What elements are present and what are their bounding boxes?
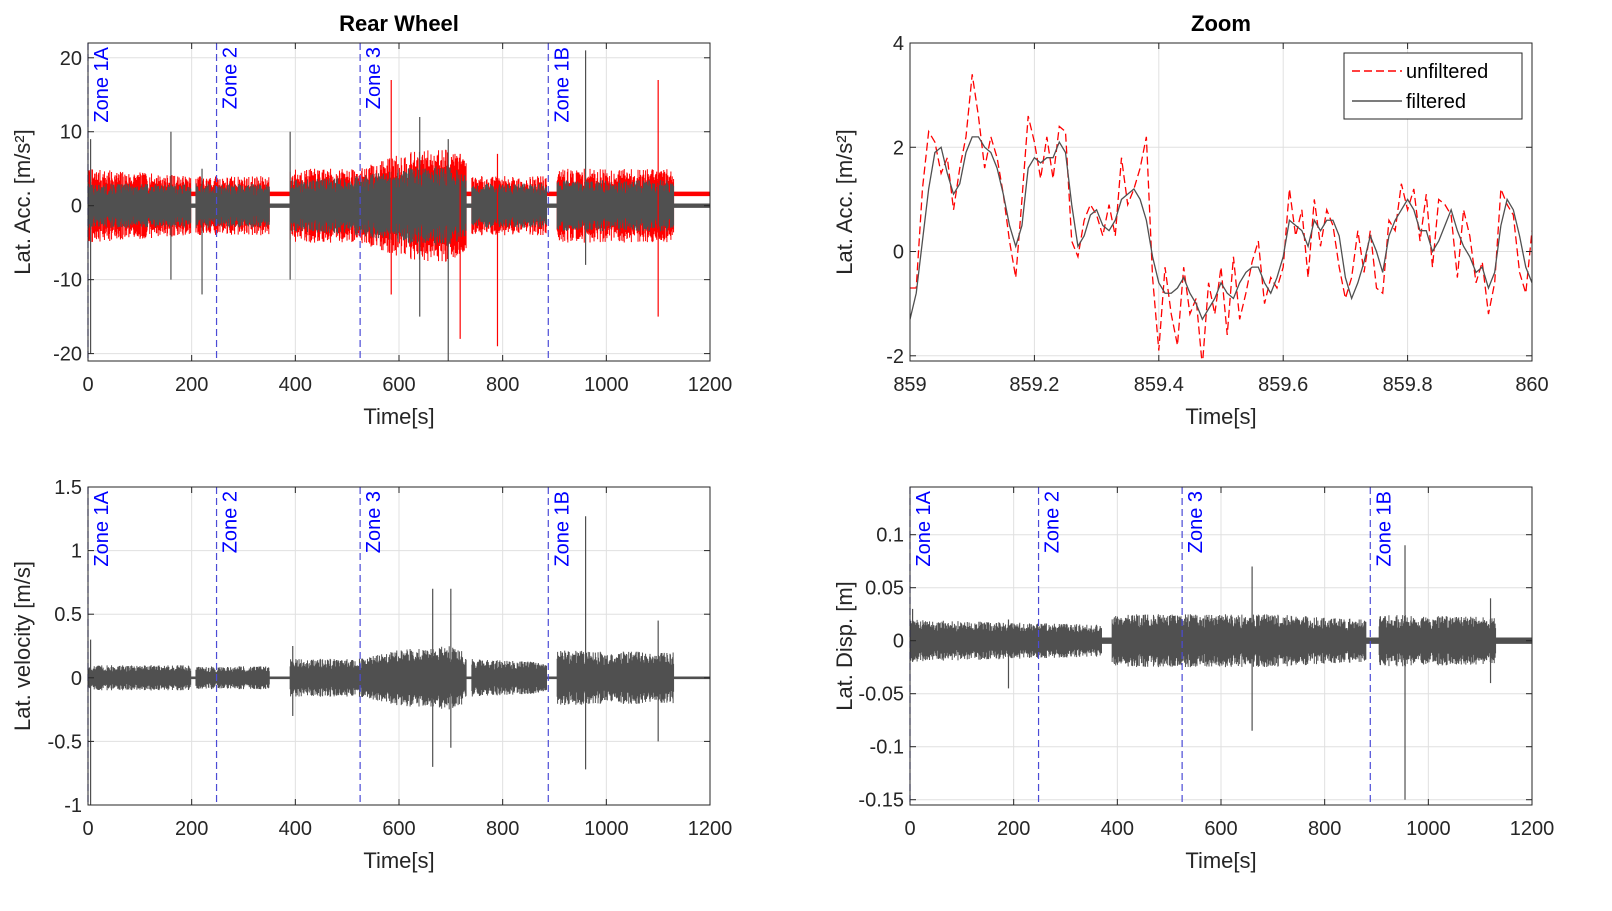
zone-label: Zone 2	[220, 491, 242, 553]
zone-label: Zone 3	[363, 47, 385, 109]
series-filtered	[910, 136, 1532, 321]
zone-label: Zone 2	[220, 47, 242, 109]
x-tick-label: 1200	[688, 818, 733, 840]
zone-label: Zone 1B	[1373, 491, 1395, 567]
plot-content	[910, 545, 1532, 800]
y-tick-label: 0.1	[876, 525, 904, 547]
panel-lateral-displacement: Zone 1A Zone 2 Zone 3 Zone 1B 0 200 400 600 800 1…	[832, 486, 1555, 873]
x-tick-label: 600	[1204, 818, 1237, 840]
series-filtered	[88, 165, 710, 246]
x-tick-label: 600	[382, 374, 415, 396]
y-tick-label: 0	[71, 668, 82, 690]
y-tick-label: 0	[893, 631, 904, 653]
x-tick-label: 859	[893, 374, 926, 396]
x-tick-label: 1200	[688, 374, 733, 396]
x-tick-label: 400	[1101, 818, 1134, 840]
x-tick-label: 400	[279, 374, 312, 396]
y-tick-label: -0.1	[870, 737, 904, 759]
y-tick-label: -0.05	[858, 684, 904, 706]
y-tick-label: 0	[71, 196, 82, 218]
y-tick-label: 0.05	[865, 578, 904, 600]
x-tick-label: 859.2	[1009, 374, 1059, 396]
x-tick-label: 1000	[1406, 818, 1451, 840]
x-tick-label: 200	[175, 818, 208, 840]
panel-rear-wheel-acceleration: Zone 1A Zone 2 Zone 3 Zone 1B0 200 400 600 800 1…	[10, 11, 732, 429]
y-tick-label: 0.5	[54, 604, 82, 626]
y-axis-label: Lat. Disp. [m]	[832, 581, 857, 711]
y-tick-label: 1	[71, 541, 82, 563]
y-tick-label: -2	[886, 346, 904, 368]
y-axis-label: Lat. Acc. [m/s²]	[10, 129, 35, 274]
y-tick-label: -20	[53, 344, 82, 366]
x-tick-label: 600	[382, 818, 415, 840]
x-tick-label: 859.8	[1383, 374, 1433, 396]
series-unfiltered	[910, 74, 1532, 361]
x-tick-label: 1000	[584, 374, 629, 396]
x-axis-label: Time[s]	[363, 404, 434, 429]
series-filtered	[88, 646, 710, 710]
x-tick-label: 200	[175, 374, 208, 396]
x-tick-label: 0	[82, 374, 93, 396]
y-tick-label: 0	[893, 242, 904, 264]
x-tick-label: 200	[997, 818, 1030, 840]
x-tick-label: 400	[279, 818, 312, 840]
y-axis-label: Lat. velocity [m/s]	[10, 561, 35, 731]
legend-label-filtered: filtered	[1406, 91, 1466, 113]
y-tick-label: 2	[893, 137, 904, 159]
plot-content	[88, 516, 710, 805]
zone-label: Zone 3	[363, 491, 385, 553]
series-filtered	[910, 614, 1532, 668]
zone-label: Zone 1B	[551, 491, 573, 567]
x-tick-label: 859.6	[1258, 374, 1308, 396]
zone-label: Zone 1B	[551, 47, 573, 123]
legend-box	[1343, 52, 1523, 120]
x-tick-label: 1000	[584, 818, 629, 840]
chart-title: Zoom	[1191, 11, 1251, 36]
x-tick-label: 1200	[1510, 818, 1555, 840]
chart-title: Rear Wheel	[339, 11, 459, 36]
zone-label: Zone 3	[1185, 491, 1207, 553]
y-tick-label: 10	[60, 122, 82, 144]
y-tick-label: 1.5	[54, 477, 82, 499]
zone-label: Zone 1A	[91, 46, 113, 122]
y-axis-label: Lat. Acc. [m/s²]	[832, 129, 857, 274]
x-tick-label: 859.4	[1134, 374, 1184, 396]
panel-lateral-velocity: Zone 1A Zone 2 Zone 3 Zone 1B 0 200 400 600 800 1…	[10, 477, 732, 873]
x-axis-label: Time[s]	[1185, 848, 1256, 873]
x-tick-label: 0	[82, 818, 93, 840]
zone-label: Zone 2	[1042, 491, 1064, 553]
y-tick-label: -10	[53, 270, 82, 292]
axes-box	[909, 42, 1533, 362]
y-tick-label: -0.15	[858, 790, 904, 812]
x-axis-label: Time[s]	[1185, 404, 1256, 429]
x-tick-label: 800	[1308, 818, 1341, 840]
y-tick-label: -0.5	[48, 731, 82, 753]
x-tick-label: 800	[486, 818, 519, 840]
x-axis-label: Time[s]	[363, 848, 434, 873]
zone-label: Zone 1A	[913, 490, 935, 566]
x-tick-label: 0	[904, 818, 915, 840]
x-tick-label: 860	[1515, 374, 1548, 396]
y-tick-label: 20	[60, 48, 82, 70]
x-tick-label: 800	[486, 374, 519, 396]
legend: unfiltered filtered	[1343, 52, 1523, 120]
panel-zoom: 859 859.2 859.4 859.6 859.8 860 -2 0 2 4 Time[s] La…	[832, 11, 1549, 429]
legend-label-unfiltered: unfiltered	[1406, 61, 1488, 83]
y-tick-label: 4	[893, 33, 904, 55]
plot-content	[910, 74, 1532, 361]
plot-content	[88, 50, 710, 361]
y-tick-label: -1	[64, 795, 82, 817]
zone-label: Zone 1A	[91, 490, 113, 566]
